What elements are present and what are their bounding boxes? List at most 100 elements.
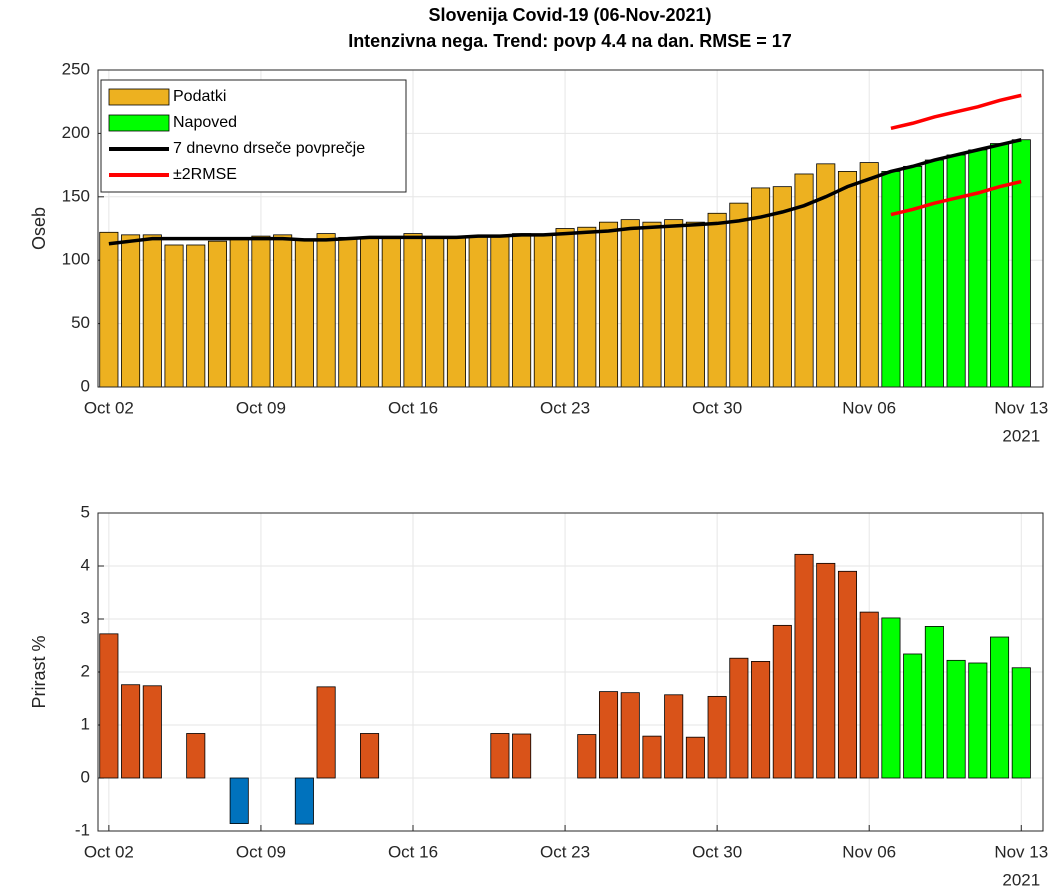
bar [642,221,662,388]
bar [360,733,380,779]
bar [924,626,944,779]
bar [294,239,314,388]
line [108,138,1022,246]
bar [924,159,944,388]
lower-bound-line [890,179,1022,217]
bar [620,692,640,779]
bar [859,611,879,779]
bar [729,202,749,388]
x-tick-label: Oct 16 [388,842,438,861]
bar [990,143,1010,388]
bar [881,617,901,779]
bar [164,244,184,388]
x-tick-label: Oct 23 [540,842,590,861]
y-tick-label: 0 [81,767,90,786]
legend-label: ±2RMSE [173,166,237,183]
bar [142,234,162,388]
bar [772,186,792,388]
bar [316,686,336,779]
axes-box [97,69,1044,388]
bar [859,162,879,388]
y-tick-label: 2 [81,661,90,680]
bar [555,228,575,388]
chart-subtitle: Intenzivna nega. Trend: povp 4.4 na dan.… [348,31,792,51]
y-tick-label: 4 [81,555,90,574]
x-year-label: 2021 [1002,426,1040,445]
y-tick-label: 5 [81,502,90,521]
bar [990,636,1010,779]
x-tick-label: Oct 16 [388,398,438,417]
x-year-label: 2021 [1002,870,1040,889]
bar [446,236,466,388]
bar [946,154,966,388]
upper-bound-line [890,93,1022,131]
x-tick-label: Nov 06 [842,842,896,861]
y-axis-label: Prirast % [29,635,49,708]
bar [598,221,619,388]
bar [360,236,380,388]
bar [664,219,684,388]
bar [968,149,988,388]
bar [207,240,228,388]
bar [707,695,727,779]
y-tick-label: 250 [62,59,90,78]
y-tick-label: 0 [81,376,90,395]
bar [968,662,988,779]
y-tick-label: -1 [75,820,90,839]
chart-title: Slovenija Covid-19 (06-Nov-2021) [428,5,711,25]
bar [794,553,814,779]
x-tick-label: Oct 23 [540,398,590,417]
legend-label: Podatki [173,88,226,105]
x-tick-label: Oct 30 [692,842,742,861]
bar [816,562,836,779]
bar [229,777,249,824]
bar [251,235,271,388]
y-tick-label: 200 [62,123,90,142]
bar [468,235,488,388]
bar [294,777,314,825]
bar [837,570,858,779]
bar [121,684,141,779]
bar [577,734,597,779]
bar [620,219,640,388]
bar [903,653,923,779]
bar [729,657,749,779]
bar [142,685,162,779]
bar [512,733,532,779]
bar [99,633,119,779]
bar [881,171,901,388]
bar [1011,139,1031,388]
bar [273,234,293,388]
y-tick-label: 1 [81,714,90,733]
bar [946,659,966,779]
axes-box [97,512,1044,832]
y-tick-label: 3 [81,608,90,627]
bar [707,212,727,388]
x-tick-label: Nov 13 [994,842,1048,861]
legend-swatch [108,114,170,132]
x-tick-label: Oct 09 [236,842,286,861]
bar [903,165,923,388]
bar [577,226,597,388]
bar [642,735,662,779]
y-axis-label: Oseb [29,207,49,250]
bar [772,624,792,779]
bar [121,234,141,388]
bar [598,691,619,779]
bar [99,231,119,388]
legend-swatch [108,88,170,106]
bar [316,233,336,388]
bar [533,234,553,388]
legend-label: Napoved [173,114,237,131]
bar [425,236,445,388]
bar [490,733,510,779]
bar [1011,667,1031,779]
bar [338,236,358,388]
x-tick-label: Nov 06 [842,398,896,417]
x-tick-label: Oct 30 [692,398,742,417]
x-tick-label: Oct 02 [84,842,134,861]
y-tick-label: 100 [62,250,90,269]
bar [186,244,206,388]
bar [837,171,858,388]
